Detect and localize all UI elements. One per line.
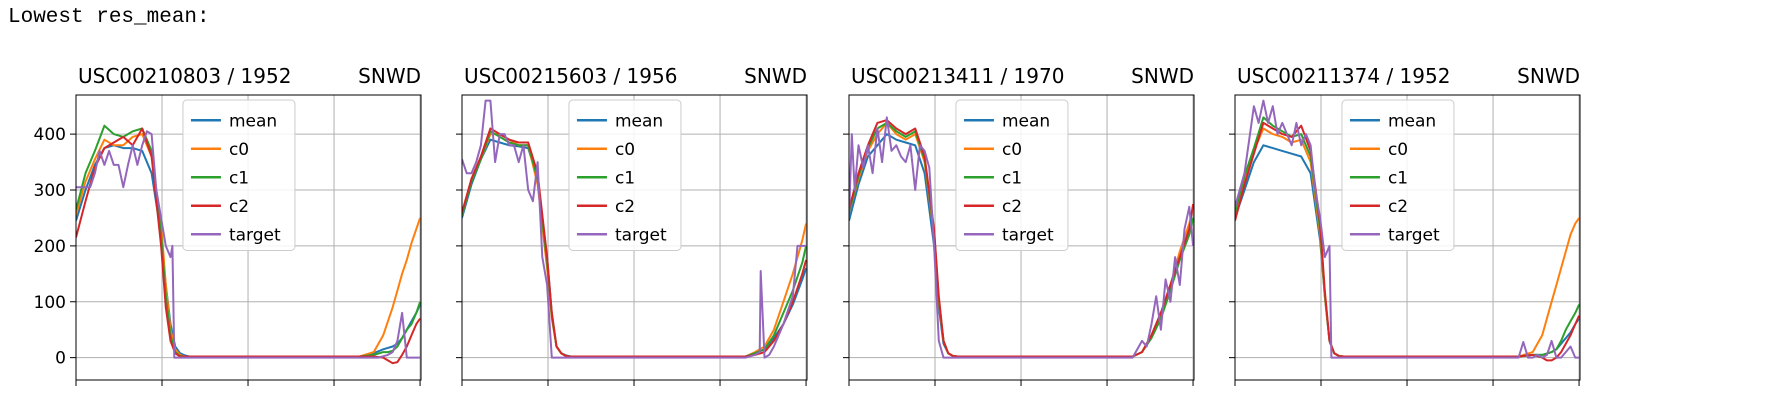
legend-box: [568, 99, 682, 251]
y-tick-label: 300: [34, 181, 66, 201]
series-group: [1235, 99, 1580, 362]
legend-label-target: target: [1002, 225, 1054, 245]
legend-label-mean: mean: [1388, 111, 1436, 131]
legend: mean c0 c1 c2 target: [182, 99, 296, 251]
chart-title: USC00215603 / 1956: [464, 64, 677, 88]
legend-label-target: target: [229, 225, 281, 245]
legend-label-c0: c0: [1388, 140, 1408, 160]
chart-title-right: SNWD: [1131, 64, 1194, 88]
legend-label-mean: mean: [229, 111, 277, 131]
legend-label-c0: c0: [229, 140, 249, 160]
output-header: Lowest res_mean:: [8, 6, 210, 29]
legend-label-c2: c2: [615, 197, 635, 217]
series-group: [76, 124, 421, 365]
legend-box: [955, 99, 1069, 251]
series-line-target: [1235, 99, 1580, 359]
legend-label-c1: c1: [1002, 168, 1022, 188]
chart-title: USC00213411 / 1970: [851, 64, 1064, 88]
legend-label-mean: mean: [1002, 111, 1050, 131]
legend: mean c0 c1 c2 target: [1341, 99, 1455, 251]
legend-label-c1: c1: [229, 168, 249, 188]
y-tick-label: 0: [55, 349, 66, 369]
legend-label-c2: c2: [229, 197, 249, 217]
series-line-target: [76, 130, 421, 359]
legend-box: [1341, 99, 1455, 251]
chart-panel-2: USC00215603 / 1956 SNWD mean c0 c1 c2 target: [456, 64, 808, 386]
legend-label-target: target: [1388, 225, 1440, 245]
legend-label-mean: mean: [615, 111, 663, 131]
legend: mean c0 c1 c2 target: [955, 99, 1069, 251]
legend: mean c0 c1 c2 target: [568, 99, 682, 251]
series-line-c2: [849, 119, 1194, 358]
legend-label-c1: c1: [615, 168, 635, 188]
y-tick-label: 200: [34, 237, 66, 257]
legend-label-target: target: [615, 225, 667, 245]
legend-label-c2: c2: [1388, 197, 1408, 217]
series-line-c2: [76, 127, 421, 365]
series-line-c2: [462, 127, 807, 358]
series-group: [849, 116, 1194, 359]
y-tick-label: 400: [34, 125, 66, 145]
legend-label-c1: c1: [1388, 168, 1408, 188]
series-group: [462, 99, 807, 359]
series-line-target: [462, 99, 807, 359]
chart-panel-3: USC00213411 / 1970 SNWD mean c0 c1 c2 target: [843, 64, 1195, 386]
chart-panel-4: USC00211374 / 1952 SNWD mean c0 c1 c2 target: [1229, 64, 1581, 386]
legend-label-c0: c0: [615, 140, 635, 160]
legend-label-c0: c0: [1002, 140, 1022, 160]
chart-title: USC00211374 / 1952: [1237, 64, 1450, 88]
chart-title-right: SNWD: [1517, 64, 1580, 88]
legend-box: [182, 99, 296, 251]
chart-panel-1: 0 100 200 300 400 USC00210803 / 1952 SNWD mean c…: [34, 64, 422, 386]
legend-label-c2: c2: [1002, 197, 1022, 217]
chart-title-right: SNWD: [744, 64, 807, 88]
chart-title: USC00210803 / 1952: [78, 64, 291, 88]
series-line-target: [849, 116, 1194, 359]
chart-title-right: SNWD: [358, 64, 421, 88]
y-tick-label: 100: [34, 293, 66, 313]
